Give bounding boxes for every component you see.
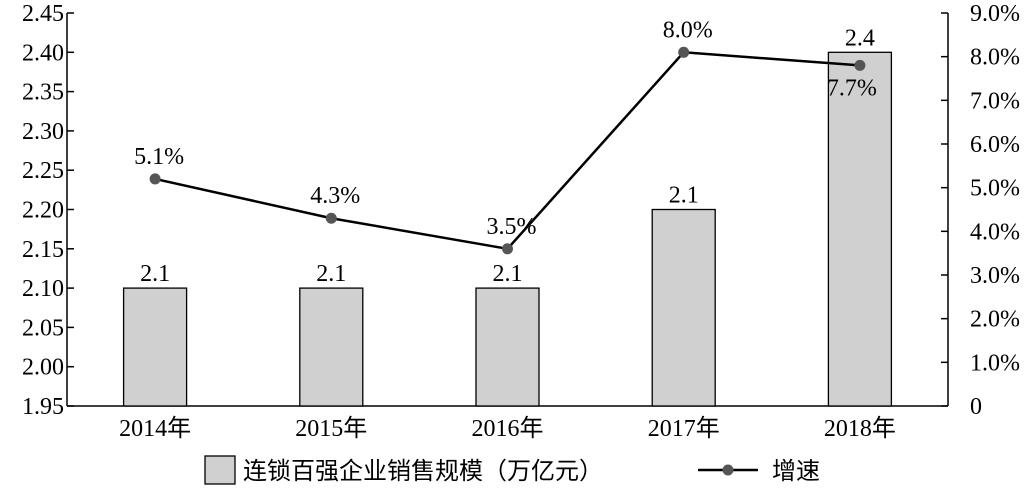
left-tick-label: 2.20 xyxy=(22,198,64,224)
bar xyxy=(122,287,188,407)
growth-point xyxy=(678,46,690,58)
left-tick-label: 2.40 xyxy=(22,40,64,66)
legend-bar-label: 连锁百强企业销售规模（万亿元） xyxy=(243,458,603,485)
right-tick-label: 5.0% xyxy=(970,176,1020,202)
bar xyxy=(299,287,364,407)
right-y-axis: 0 1.0% 2.0% 3.0% 4.0% 5.0% 6.0% 7.0% 8.0% 9.0% xyxy=(941,1,1020,420)
bar-series xyxy=(122,51,893,407)
bar-value-label: 2.1 xyxy=(493,261,523,287)
category-label: 2018年 xyxy=(824,415,896,442)
legend-line-marker xyxy=(722,464,734,476)
right-tick-label: 8.0% xyxy=(970,45,1020,71)
growth-point xyxy=(149,173,161,185)
left-tick-label: 2.45 xyxy=(22,1,64,27)
left-y-axis: 1.95 2.00 2.05 2.10 2.15 2.20 2.25 2.30 2.35 2.40… xyxy=(22,1,74,420)
bar-value-label: 2.4 xyxy=(845,25,875,51)
growth-value-label: 7.7% xyxy=(827,75,877,101)
left-tick-label: 2.35 xyxy=(22,80,64,106)
bar-value-label: 2.1 xyxy=(316,261,346,287)
right-tick-label: 0 xyxy=(970,394,982,420)
right-tick-label: 4.0% xyxy=(970,219,1020,245)
category-label: 2014年 xyxy=(119,415,191,442)
growth-point xyxy=(854,59,866,71)
right-tick-label: 9.0% xyxy=(970,1,1020,27)
bar xyxy=(651,208,716,407)
line-series xyxy=(149,46,866,255)
category-label: 2017年 xyxy=(648,415,720,442)
left-tick-label: 1.95 xyxy=(22,394,64,420)
bar-value-label: 2.1 xyxy=(140,261,170,287)
growth-point xyxy=(502,243,513,255)
right-tick-label: 6.0% xyxy=(970,132,1020,158)
data-labels: 2.1 2.1 2.1 2.1 2.4 5.1% 4.3% 3.5% 8.0% 7.7% xyxy=(134,17,877,287)
growth-value-label: 8.0% xyxy=(663,17,713,43)
growth-value-label: 4.3% xyxy=(310,183,360,209)
right-tick-label: 1.0% xyxy=(970,350,1020,376)
category-label: 2015年 xyxy=(295,415,367,442)
legend: 连锁百强企业销售规模（万亿元） 增速 xyxy=(204,455,820,485)
bar-value-label: 2.1 xyxy=(669,183,699,209)
left-tick-label: 2.00 xyxy=(22,355,64,381)
left-tick-label: 2.30 xyxy=(22,119,64,145)
left-tick-label: 2.25 xyxy=(22,158,64,184)
x-axis: 2014年 2015年 2016年 2017年 2018年 xyxy=(67,405,948,442)
left-tick-label: 2.05 xyxy=(22,315,64,341)
growth-value-label: 5.1% xyxy=(134,144,184,170)
right-tick-label: 2.0% xyxy=(970,307,1020,333)
left-tick-label: 2.15 xyxy=(22,237,64,263)
bar xyxy=(827,51,893,407)
right-tick-label: 3.0% xyxy=(970,263,1020,289)
bar xyxy=(475,287,540,407)
legend-line-label: 增速 xyxy=(772,458,820,485)
legend-bar-swatch xyxy=(204,455,236,485)
left-tick-label: 2.10 xyxy=(22,276,64,302)
right-tick-label: 7.0% xyxy=(970,88,1020,114)
growth-value-label: 3.5% xyxy=(487,214,537,240)
category-label: 2016年 xyxy=(472,415,544,442)
growth-point xyxy=(325,212,337,224)
